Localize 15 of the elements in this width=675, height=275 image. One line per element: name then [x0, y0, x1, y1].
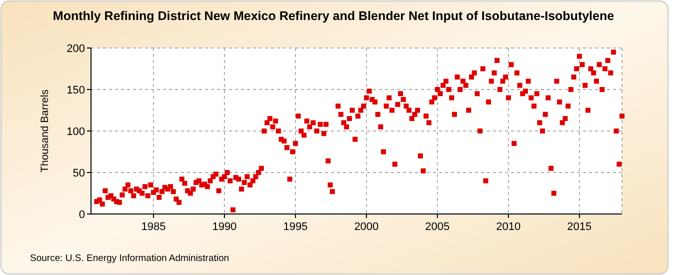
x-tick-label: 2005: [425, 221, 450, 233]
y-tick-label: 200: [66, 42, 85, 55]
x-tick-label: 1995: [283, 221, 308, 233]
y-tick-label: 100: [66, 126, 85, 138]
x-tick-label: 2015: [567, 221, 592, 233]
y-tick-label: 0: [78, 208, 85, 221]
y-axis-title: Thousand Barrels: [39, 90, 51, 172]
x-tick-label: 1985: [141, 221, 166, 233]
x-tick-label: 2010: [496, 221, 521, 233]
chart-title: Monthly Refining District New Mexico Refinery and Blender Net Input of Isobutane-Isobutylene: [52, 9, 614, 23]
source-note: Source: U.S. Energy Information Administration: [30, 253, 230, 264]
y-tick-label: 150: [66, 84, 85, 96]
x-tick-label: 2000: [354, 221, 379, 233]
x-tick-label: 1990: [212, 221, 237, 233]
y-tick-label: 50: [72, 167, 85, 180]
